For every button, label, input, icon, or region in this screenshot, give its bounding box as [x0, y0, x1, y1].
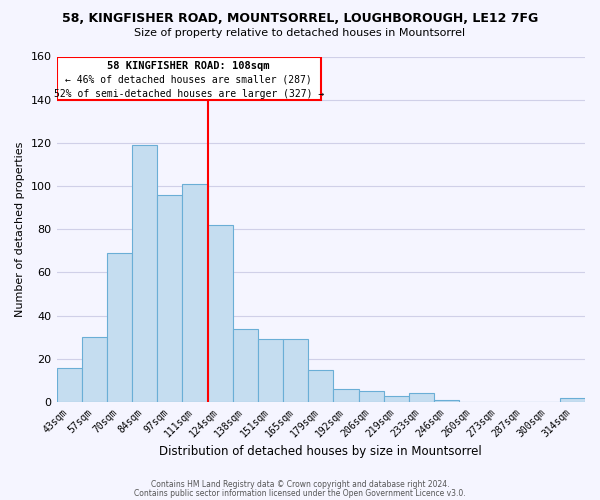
Bar [359, 392, 383, 402]
Text: ← 46% of detached houses are smaller (287): ← 46% of detached houses are smaller (28… [65, 75, 312, 85]
Text: Size of property relative to detached houses in Mountsorrel: Size of property relative to detached ho… [134, 28, 466, 38]
Bar [308, 370, 334, 402]
Y-axis label: Number of detached properties: Number of detached properties [15, 142, 25, 317]
Text: Contains public sector information licensed under the Open Government Licence v3: Contains public sector information licen… [134, 488, 466, 498]
Bar [233, 328, 258, 402]
Bar [132, 145, 157, 402]
Bar [157, 194, 182, 402]
Text: 58 KINGFISHER ROAD: 108sqm: 58 KINGFISHER ROAD: 108sqm [107, 61, 270, 71]
Bar [258, 340, 283, 402]
Bar [334, 389, 359, 402]
Bar [56, 368, 82, 402]
Bar [283, 340, 308, 402]
Text: 52% of semi-detached houses are larger (327) →: 52% of semi-detached houses are larger (… [53, 89, 324, 99]
X-axis label: Distribution of detached houses by size in Mountsorrel: Distribution of detached houses by size … [160, 444, 482, 458]
Bar [56, 56, 321, 100]
Text: Contains HM Land Registry data © Crown copyright and database right 2024.: Contains HM Land Registry data © Crown c… [151, 480, 449, 489]
Bar [208, 225, 233, 402]
Bar [560, 398, 585, 402]
Text: 58, KINGFISHER ROAD, MOUNTSORREL, LOUGHBOROUGH, LE12 7FG: 58, KINGFISHER ROAD, MOUNTSORREL, LOUGHB… [62, 12, 538, 26]
Bar [182, 184, 208, 402]
Bar [107, 253, 132, 402]
Bar [383, 396, 409, 402]
Bar [82, 338, 107, 402]
Bar [409, 394, 434, 402]
Bar [434, 400, 459, 402]
